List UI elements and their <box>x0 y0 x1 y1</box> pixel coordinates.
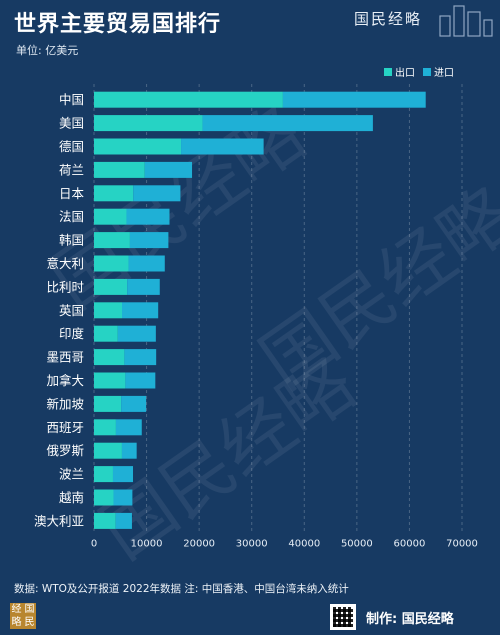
bar-export <box>94 232 130 249</box>
legend-swatch-export <box>384 67 392 76</box>
x-tick-label: 20000 <box>183 539 215 550</box>
bar-import <box>181 138 264 155</box>
made-by-credit: 制作: 国民经略 <box>366 612 454 627</box>
x-tick-label: 70000 <box>446 539 478 550</box>
logo-char: 经 <box>11 604 22 615</box>
bar-export <box>94 395 122 412</box>
city-skyline-icon <box>439 5 493 37</box>
y-category-label: 墨西哥 <box>46 350 84 365</box>
bar-import <box>117 325 156 342</box>
y-category-label: 西班牙 <box>46 420 84 435</box>
unit-label: 单位: 亿美元 <box>16 44 79 57</box>
bar-import <box>115 512 132 529</box>
y-category-label: 印度 <box>59 326 85 341</box>
qr-code-icon <box>330 604 356 630</box>
brand-name: 国民经略 <box>354 10 423 28</box>
bar-export <box>94 325 118 342</box>
y-category-label: 俄罗斯 <box>46 443 84 458</box>
bar-import <box>144 161 193 178</box>
x-tick-label: 50000 <box>341 539 373 550</box>
bar-export <box>94 372 126 389</box>
y-category-label: 波兰 <box>59 467 84 482</box>
x-tick-label: 10000 <box>131 539 163 550</box>
bar-export <box>94 489 114 506</box>
bar-import <box>133 185 181 202</box>
y-category-label: 澳大利亚 <box>34 513 84 528</box>
bar-export <box>94 115 203 132</box>
bar-export <box>94 302 122 319</box>
bar-import <box>282 91 426 108</box>
logo-char: 国 <box>24 604 35 615</box>
stacked-bar-chart: 0 10000 20000 30000 40000 50000 60000 70000 中国美国… <box>34 84 478 550</box>
bar-import <box>129 232 169 249</box>
bar-import <box>124 349 157 366</box>
bar-export <box>94 466 113 483</box>
logo-char: 民 <box>24 617 35 628</box>
bar-export <box>94 208 127 225</box>
y-category-label: 美国 <box>59 116 84 131</box>
y-category-label: 英国 <box>59 303 84 318</box>
chart-legend: 出口 进口 <box>384 64 454 79</box>
bar-export <box>94 442 122 459</box>
bar-import <box>121 442 137 459</box>
y-category-label: 德国 <box>59 139 84 154</box>
y-category-label: 新加坡 <box>46 396 84 411</box>
y-category-label: 加拿大 <box>46 373 84 388</box>
bar-import <box>125 372 156 389</box>
bar-export <box>94 278 128 295</box>
legend-label-export: 出口 <box>395 68 415 79</box>
y-category-label: 越南 <box>59 490 84 505</box>
chart-title: 世界主要贸易国排行 <box>14 12 222 37</box>
bar-import <box>128 255 165 272</box>
bar-export <box>94 255 129 272</box>
bar-import <box>121 302 159 319</box>
y-category-label: 比利时 <box>46 279 84 294</box>
logo-char: 略 <box>11 617 22 628</box>
y-category-label: 意大利 <box>46 256 84 271</box>
legend-label-import: 进口 <box>434 68 454 79</box>
bar-import <box>202 115 373 132</box>
bar-export <box>94 512 116 529</box>
y-category-label: 荷兰 <box>59 162 84 177</box>
bar-export <box>94 161 145 178</box>
x-tick-label: 60000 <box>394 539 426 550</box>
y-category-label: 韩国 <box>59 233 84 248</box>
legend-item-export: 出口 <box>384 64 415 79</box>
bar-export <box>94 91 283 108</box>
bar-import <box>113 489 133 506</box>
bar-export <box>94 138 182 155</box>
bar-import <box>127 278 160 295</box>
legend-item-import: 进口 <box>423 64 454 79</box>
bar-import <box>126 208 170 225</box>
x-tick-label: 40000 <box>288 539 320 550</box>
bar-export <box>94 185 134 202</box>
x-tick-label: 0 <box>91 539 97 550</box>
y-category-label: 中国 <box>59 92 84 107</box>
y-category-label: 日本 <box>59 186 85 201</box>
brand-logo: 经 国 略 民 <box>10 603 36 629</box>
y-category-label: 法国 <box>59 209 84 224</box>
data-source-note: 数据: WTO及公开报道 2022年数据 注: 中国香港、中国台湾未纳入统计 <box>14 583 349 595</box>
bar-import <box>115 419 142 436</box>
bar-import <box>121 395 147 412</box>
legend-swatch-import <box>423 67 431 76</box>
bar-export <box>94 349 125 366</box>
bar-import <box>112 466 134 483</box>
x-tick-label: 30000 <box>236 539 268 550</box>
bar-export <box>94 419 116 436</box>
